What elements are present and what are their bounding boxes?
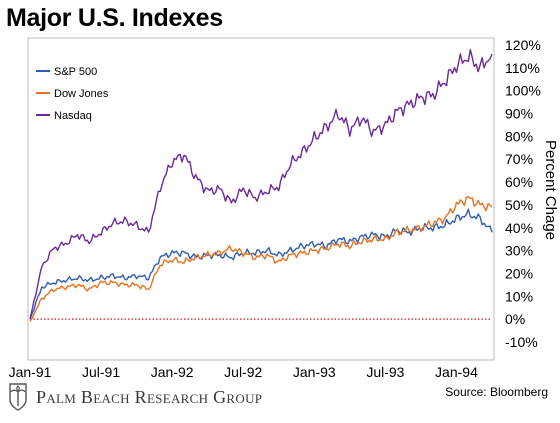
x-tick-label: Jul-92 bbox=[224, 364, 262, 380]
brand-name: PALM BEACH RESEARCH GROUP bbox=[36, 386, 263, 407]
brand-logo: PALM BEACH RESEARCH GROUP bbox=[6, 382, 262, 412]
series-line-nasdaq bbox=[29, 49, 493, 320]
source-note: Source: Bloomberg bbox=[445, 385, 548, 399]
chart-title: Major U.S. Indexes bbox=[6, 4, 223, 32]
y-tick-label: 90% bbox=[505, 106, 533, 122]
y-tick-label: 0% bbox=[505, 311, 525, 327]
x-tick-label: Jan-93 bbox=[293, 364, 336, 380]
y-tick-label: 50% bbox=[505, 197, 533, 213]
x-axis-ticks: Jan-91 Jul-91 Jan-92 Jul-92 Jan-93 Jul-93 Jan-… bbox=[9, 364, 478, 380]
y-tick-label: 120% bbox=[505, 37, 541, 53]
x-tick-label: Jan-91 bbox=[9, 364, 52, 380]
y-axis-ticks: -10% 0% 10% 20% 30% 40% 50% 60% 70% 80% 90% 100% 110… bbox=[505, 37, 541, 350]
y-tick-label: 20% bbox=[505, 265, 533, 281]
x-tick-label: Jan-94 bbox=[435, 364, 478, 380]
y-tick-label: 30% bbox=[505, 243, 533, 259]
y-tick-label: 70% bbox=[505, 151, 533, 167]
y-tick-label: 110% bbox=[505, 60, 540, 76]
x-tick-label: Jul-91 bbox=[82, 364, 120, 380]
legend-label: Nasdaq bbox=[54, 110, 92, 122]
y-tick-label: 100% bbox=[505, 83, 541, 99]
y-tick-label: 60% bbox=[505, 174, 533, 190]
y-axis-label: Percent Chage bbox=[542, 140, 559, 240]
series-line-dow-jones bbox=[29, 195, 493, 322]
y-tick-label: 80% bbox=[505, 128, 533, 144]
plot-area bbox=[27, 37, 495, 361]
legend: S&P 500 Dow Jones Nasdaq bbox=[30, 58, 128, 130]
x-tick-label: Jul-93 bbox=[366, 364, 404, 380]
series-lines bbox=[29, 49, 493, 322]
series-line-s-p-500 bbox=[29, 208, 493, 320]
y-tick-label: -10% bbox=[505, 334, 538, 350]
palm-tree-icon bbox=[9, 383, 27, 411]
legend-label: Dow Jones bbox=[54, 88, 109, 100]
y-tick-label: 10% bbox=[505, 288, 533, 304]
legend-label: S&P 500 bbox=[54, 66, 97, 78]
x-tick-label: Jan-92 bbox=[151, 364, 194, 380]
y-tick-label: 40% bbox=[505, 220, 533, 236]
